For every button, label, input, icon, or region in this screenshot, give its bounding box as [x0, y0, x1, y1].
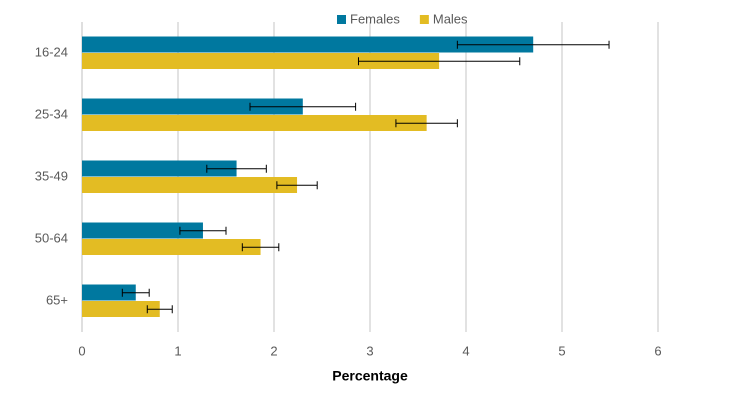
error-bar	[121, 288, 150, 297]
legend-label: Females	[350, 11, 400, 26]
x-axis-title: Percentage	[332, 368, 408, 384]
x-tick-label: 2	[270, 343, 277, 358]
x-tick-label: 1	[174, 343, 181, 358]
x-tick-label: 3	[366, 343, 373, 358]
bar	[82, 239, 261, 255]
bar	[82, 36, 534, 53]
x-tick-label: 0	[78, 343, 85, 358]
error-bar	[276, 181, 318, 190]
bar	[82, 115, 427, 131]
bar	[82, 160, 237, 177]
error-bar	[249, 102, 357, 111]
y-tick-label: 50-64	[35, 230, 68, 245]
bar	[82, 222, 203, 239]
x-tick-label: 6	[654, 343, 661, 358]
x-tick-label: 5	[558, 343, 565, 358]
y-tick-label: 35-49	[35, 168, 68, 183]
bar	[82, 98, 303, 115]
error-bar	[456, 40, 610, 49]
legend-swatch	[337, 15, 346, 24]
legend-swatch	[419, 15, 429, 24]
error-bar	[146, 305, 173, 314]
x-tick-label: 4	[462, 343, 469, 358]
error-bar	[179, 226, 227, 235]
error-bar	[357, 57, 521, 66]
legend-label: Males	[433, 11, 468, 26]
error-bar	[206, 164, 267, 173]
error-bar	[395, 119, 458, 128]
bar	[82, 301, 160, 317]
bar	[82, 53, 440, 69]
y-tick-label: 25-34	[35, 106, 68, 121]
y-tick-label: 16-24	[35, 44, 68, 59]
bar	[82, 177, 298, 193]
y-tick-label: 65+	[46, 292, 68, 307]
error-bar	[241, 243, 280, 252]
